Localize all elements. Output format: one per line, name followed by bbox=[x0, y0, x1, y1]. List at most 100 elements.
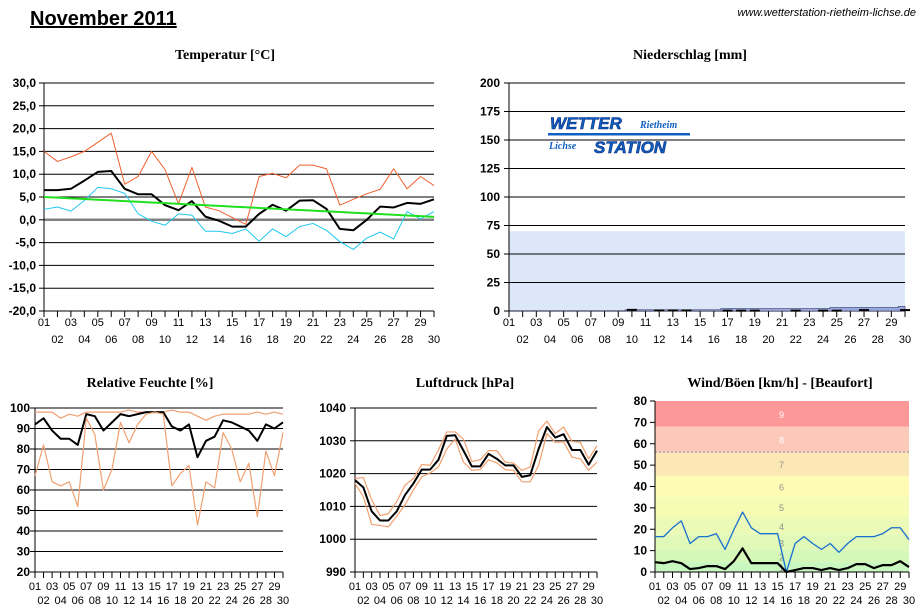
x-tick-label: 16 bbox=[157, 595, 169, 607]
x-tick-label: 23 bbox=[334, 317, 346, 329]
x-tick-label: 24 bbox=[347, 334, 359, 346]
x-tick-label: 27 bbox=[251, 581, 263, 593]
x-tick-label: 07 bbox=[585, 317, 597, 329]
reference-area bbox=[509, 231, 905, 311]
x-tick-label: 16 bbox=[240, 334, 252, 346]
beaufort-label-8: 8 bbox=[779, 435, 784, 445]
x-tick-label: 08 bbox=[89, 595, 101, 607]
x-tick-label: 11 bbox=[640, 317, 651, 329]
x-tick-label: 07 bbox=[701, 581, 713, 593]
x-tick-label: 22 bbox=[524, 595, 536, 607]
series-mean-line bbox=[654, 547, 910, 574]
x-tick-label: 12 bbox=[653, 334, 665, 346]
chart-title-wind: Wind/Böen [km/h] - [Beaufort] bbox=[687, 376, 873, 391]
x-tick-label: 26 bbox=[868, 595, 880, 607]
y-tick-label: 100 bbox=[10, 401, 30, 415]
y-tick-label: -20,0 bbox=[9, 304, 37, 318]
y-tick-label: 175 bbox=[480, 105, 500, 119]
x-tick-label: 18 bbox=[491, 595, 503, 607]
beaufort-label-7: 7 bbox=[779, 460, 784, 470]
chart-title-humidity: Relative Feuchte [%] bbox=[86, 376, 214, 391]
x-tick-label: 22 bbox=[833, 595, 845, 607]
x-tick-label: 13 bbox=[199, 317, 211, 329]
x-tick-label: 05 bbox=[382, 581, 394, 593]
x-tick-label: 21 bbox=[776, 317, 788, 329]
beaufort-label-6: 6 bbox=[779, 483, 784, 493]
y-tick-label: 10,0 bbox=[13, 167, 37, 181]
x-tick-label: 19 bbox=[280, 317, 292, 329]
x-tick-label: 21 bbox=[516, 581, 528, 593]
x-tick-label: 08 bbox=[407, 595, 419, 607]
logo-divider bbox=[548, 133, 690, 136]
x-tick-label: 09 bbox=[416, 581, 428, 593]
y-tick-label: -15,0 bbox=[9, 281, 37, 295]
chart-title-temperature: Temperatur [°C] bbox=[174, 48, 276, 63]
x-tick-label: 15 bbox=[149, 581, 161, 593]
x-tick-label: 29 bbox=[894, 581, 906, 593]
bar-daily bbox=[831, 309, 842, 312]
bar-daily bbox=[722, 309, 733, 312]
y-tick-label: 40 bbox=[17, 524, 31, 538]
station-logo: WETTER Rietheim Lichse STATION bbox=[548, 112, 693, 158]
bar-daily bbox=[818, 309, 829, 312]
x-tick-label: 02 bbox=[37, 595, 49, 607]
page-title: November 2011 bbox=[30, 8, 177, 30]
x-tick-label: 27 bbox=[388, 317, 400, 329]
bar-daily bbox=[681, 309, 692, 312]
x-tick-label: 05 bbox=[557, 317, 569, 329]
x-tick-label: 26 bbox=[374, 334, 386, 346]
x-tick-label: 12 bbox=[123, 595, 135, 607]
x-tick-label: 30 bbox=[428, 334, 440, 346]
x-tick-label: 14 bbox=[140, 595, 152, 607]
x-tick-label: 20 bbox=[815, 595, 827, 607]
bar-daily bbox=[790, 309, 801, 312]
x-tick-label: 02 bbox=[517, 334, 529, 346]
x-tick-label: 09 bbox=[145, 317, 157, 329]
x-tick-label: 30 bbox=[277, 595, 289, 607]
y-tick-label: 70 bbox=[634, 415, 648, 429]
x-tick-label: 16 bbox=[780, 595, 792, 607]
x-tick-label: 29 bbox=[885, 317, 897, 329]
x-tick-label: 11 bbox=[173, 317, 184, 329]
y-tick-label: -5,0 bbox=[15, 236, 36, 250]
x-tick-label: 09 bbox=[612, 317, 624, 329]
x-tick-label: 01 bbox=[29, 581, 41, 593]
site-url[interactable]: www.wetterstation-rietheim-lichse.de bbox=[737, 7, 916, 19]
series-min-line bbox=[354, 432, 598, 528]
x-tick-label: 20 bbox=[762, 334, 774, 346]
x-tick-label: 29 bbox=[583, 581, 595, 593]
y-tick-label: 60 bbox=[17, 483, 31, 497]
x-tick-label: 30 bbox=[903, 595, 915, 607]
x-tick-label: 25 bbox=[859, 581, 871, 593]
x-tick-label: 13 bbox=[131, 581, 143, 593]
y-tick-label: 50 bbox=[487, 247, 501, 261]
bar-daily bbox=[654, 309, 665, 312]
x-tick-label: 26 bbox=[243, 595, 255, 607]
x-tick-label: 27 bbox=[877, 581, 889, 593]
x-tick-label: 17 bbox=[166, 581, 178, 593]
y-tick-label: 1040 bbox=[319, 401, 346, 415]
x-tick-label: 04 bbox=[374, 595, 386, 607]
x-tick-label: 03 bbox=[366, 581, 378, 593]
y-tick-label: -10,0 bbox=[9, 258, 37, 272]
x-tick-label: 04 bbox=[78, 334, 90, 346]
x-tick-label: 21 bbox=[200, 581, 212, 593]
y-tick-label: 50 bbox=[17, 504, 31, 518]
series-mean-line bbox=[34, 411, 284, 459]
x-tick-label: 18 bbox=[798, 595, 810, 607]
y-tick-label: 30 bbox=[634, 501, 648, 515]
x-tick-label: 14 bbox=[680, 334, 692, 346]
y-tick-label: 20,0 bbox=[13, 122, 37, 136]
y-tick-label: 90 bbox=[17, 422, 31, 436]
x-tick-label: 25 bbox=[234, 581, 246, 593]
bar-daily bbox=[749, 309, 760, 312]
x-tick-label: 10 bbox=[106, 595, 118, 607]
x-tick-label: 29 bbox=[268, 581, 280, 593]
x-tick-label: 03 bbox=[46, 581, 58, 593]
beaufort-band-5 bbox=[655, 497, 909, 517]
x-tick-label: 25 bbox=[831, 317, 843, 329]
x-tick-label: 22 bbox=[320, 334, 332, 346]
x-tick-label: 23 bbox=[842, 581, 854, 593]
x-tick-label: 17 bbox=[253, 317, 265, 329]
